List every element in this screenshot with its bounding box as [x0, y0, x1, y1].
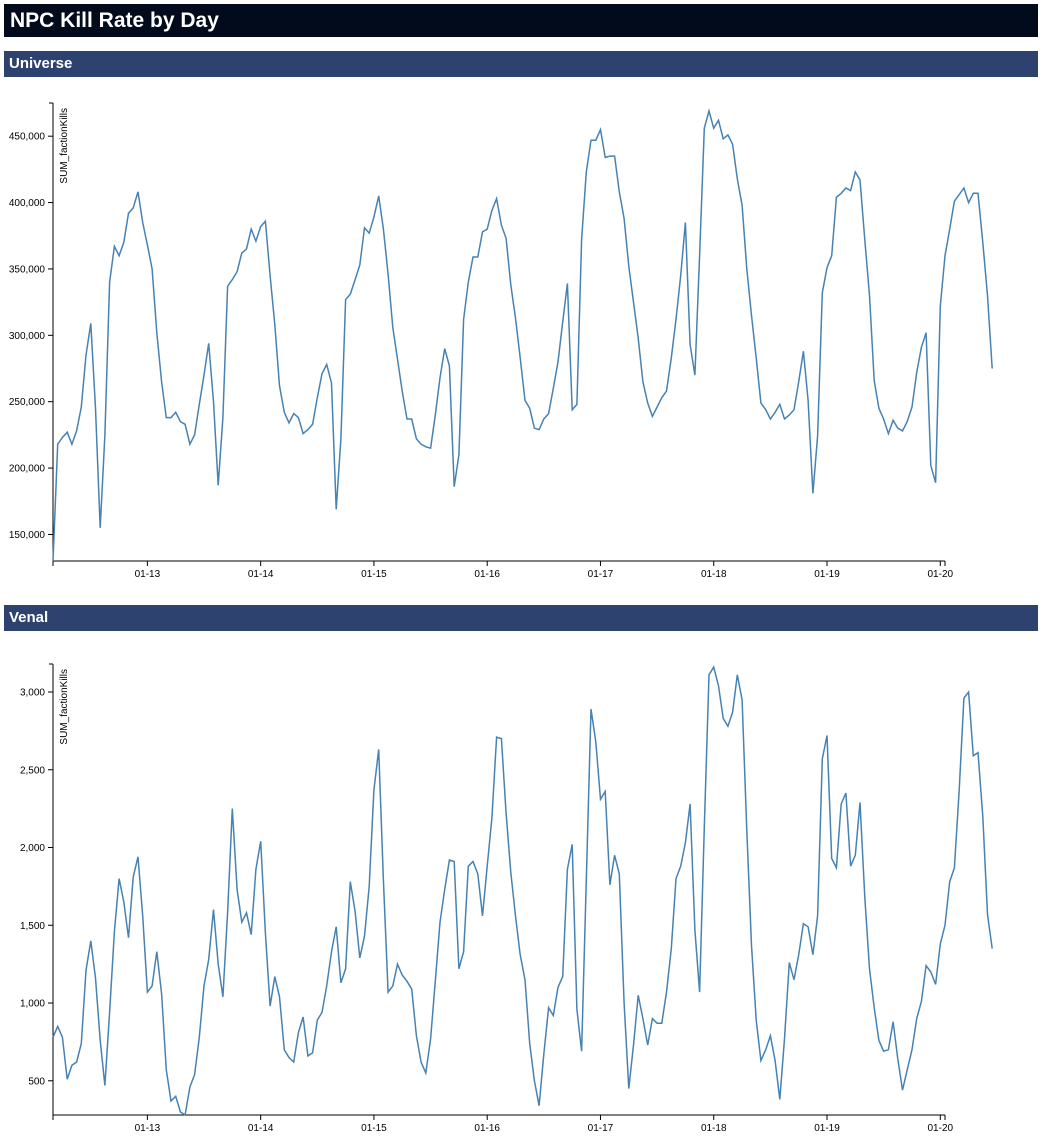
y-tick-label: 200,000 [9, 464, 46, 475]
x-tick-label: 01-17 [588, 1123, 614, 1134]
y-tick-label: 300,000 [9, 331, 46, 342]
x-tick-label: 01-20 [927, 1123, 953, 1134]
x-tick-label: 01-13 [135, 1123, 161, 1134]
y-tick-label: 450,000 [9, 132, 46, 143]
y-tick-label: 1,500 [20, 921, 45, 932]
y-tick-label: 150,000 [9, 530, 46, 541]
x-tick-label: 01-19 [814, 1123, 840, 1134]
y-tick-label: 2,500 [20, 765, 45, 776]
y-axis-label: SUM_factionKills [59, 669, 70, 745]
venal-chart: 500 1,000 1,500 2,000 2,500 3,000 01-13 01-14 01… [20, 663, 993, 1134]
y-tick-label: 2,000 [20, 843, 45, 854]
x-tick-label: 01-19 [814, 569, 840, 580]
x-tick-label: 01-15 [361, 569, 387, 580]
x-tick-label: 01-18 [701, 1123, 727, 1134]
page-title: NPC Kill Rate by Day [4, 4, 1038, 37]
section-header-venal: Venal [4, 605, 1038, 631]
y-tick-label: 1,000 [20, 999, 45, 1010]
y-tick-label: 350,000 [9, 264, 46, 275]
y-tick-label: 400,000 [9, 198, 46, 209]
x-tick-label: 01-18 [701, 569, 727, 580]
y-tick-label: 250,000 [9, 397, 46, 408]
series-line [52, 108, 993, 562]
series-line [52, 665, 993, 1117]
x-tick-label: 01-14 [248, 1123, 274, 1134]
section-header-universe: Universe [4, 51, 1038, 77]
universe-chart: 150,000 200,000 250,000 300,000 350,000 400,0… [9, 102, 993, 580]
x-tick-label: 01-16 [474, 569, 500, 580]
x-tick-label: 01-13 [135, 569, 161, 580]
y-tick-label: 500 [28, 1076, 45, 1087]
x-tick-label: 01-17 [588, 569, 614, 580]
y-axis-label: SUM_factionKills [59, 108, 70, 184]
x-tick-label: 01-20 [927, 569, 953, 580]
x-tick-label: 01-14 [248, 569, 274, 580]
x-tick-label: 01-15 [361, 1123, 387, 1134]
y-tick-label: 3,000 [20, 687, 45, 698]
x-tick-label: 01-16 [474, 1123, 500, 1134]
